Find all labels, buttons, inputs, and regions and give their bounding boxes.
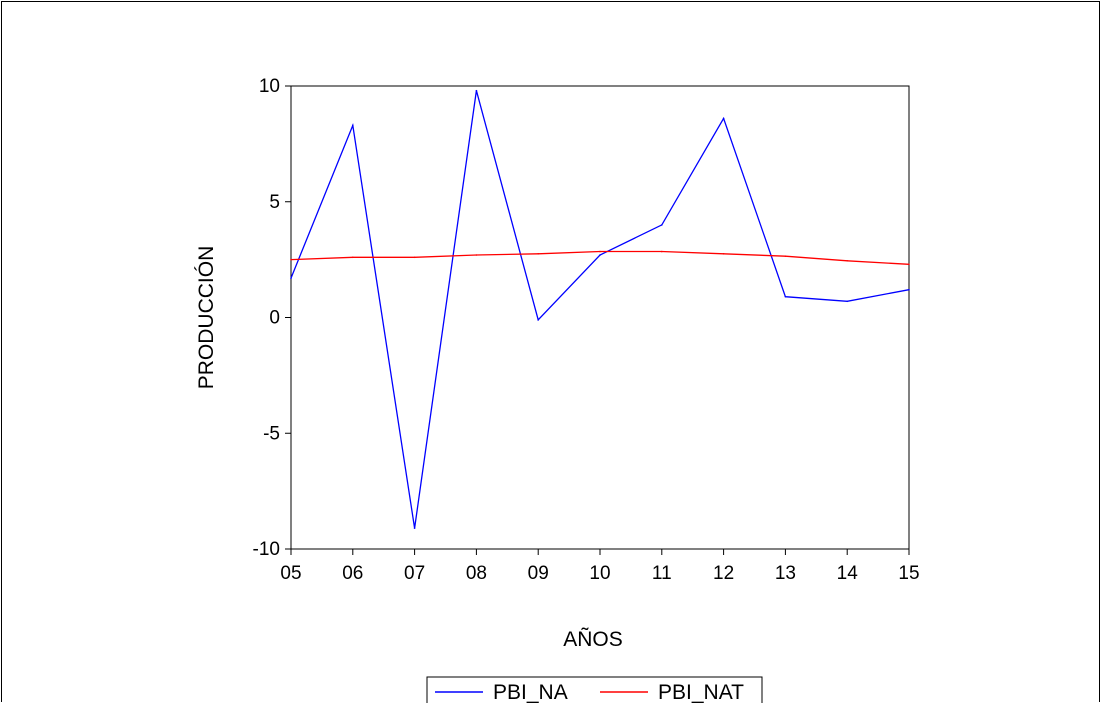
x-tick-label: 12 (713, 563, 734, 584)
x-tick-label: 10 (589, 563, 610, 584)
data-point-pbi-nat (661, 250, 663, 253)
data-point-pbi-na (846, 300, 848, 303)
data-point-pbi-na (290, 277, 292, 279)
x-tick-label: 05 (280, 563, 301, 584)
data-point-pbi-na (722, 117, 725, 120)
data-point-pbi-nat (784, 255, 787, 257)
plot-area-border (290, 85, 910, 550)
legend: PBI_NA PBI_NAT (426, 676, 763, 703)
y-tick-label: -5 (263, 423, 280, 444)
x-tick-label: 14 (837, 563, 859, 584)
x-tick-label: 09 (528, 563, 549, 584)
legend-label-pbi-nat: PBI_NAT (658, 681, 744, 703)
x-tick-label: 08 (466, 563, 487, 584)
data-point-pbi-na (661, 224, 663, 226)
data-point-pbi-na (537, 319, 539, 321)
x-tick-label: 11 (652, 563, 672, 584)
x-axis-title: AÑOS (563, 627, 623, 651)
x-tick-label: 07 (404, 563, 425, 584)
data-point-pbi-na (352, 124, 354, 127)
data-point-pbi-nat (475, 254, 478, 256)
data-point-pbi-na (599, 254, 601, 256)
data-point-pbi-na (784, 295, 787, 298)
legend-box (426, 676, 763, 703)
series-line-pbi-na (290, 90, 910, 529)
data-point-pbi-nat (290, 258, 292, 261)
x-tick-label: 15 (898, 563, 919, 584)
y-tick-label: 0 (269, 308, 280, 329)
data-point-pbi-na (413, 527, 416, 529)
data-point-pbi-nat (413, 256, 416, 259)
data-point-pbi-nat (722, 253, 725, 255)
data-point-pbi-nat (352, 256, 354, 259)
data-point-pbi-nat (908, 263, 910, 266)
legend-label-pbi-na: PBI_NA (493, 681, 568, 703)
y-axis-title: PRODUCCIÓN (195, 246, 218, 390)
data-point-pbi-nat (599, 250, 601, 253)
x-tick-label: 06 (342, 563, 363, 584)
y-tick-label: 5 (269, 192, 280, 213)
data-point-pbi-na (475, 89, 478, 92)
x-tick-label: 13 (775, 563, 796, 584)
y-tick-label: -10 (253, 539, 280, 560)
data-point-pbi-na (908, 288, 910, 291)
series-line-pbi-nat (290, 250, 910, 265)
data-point-pbi-nat (537, 253, 539, 255)
data-point-pbi-nat (846, 259, 848, 262)
y-tick-label: 10 (259, 76, 280, 97)
